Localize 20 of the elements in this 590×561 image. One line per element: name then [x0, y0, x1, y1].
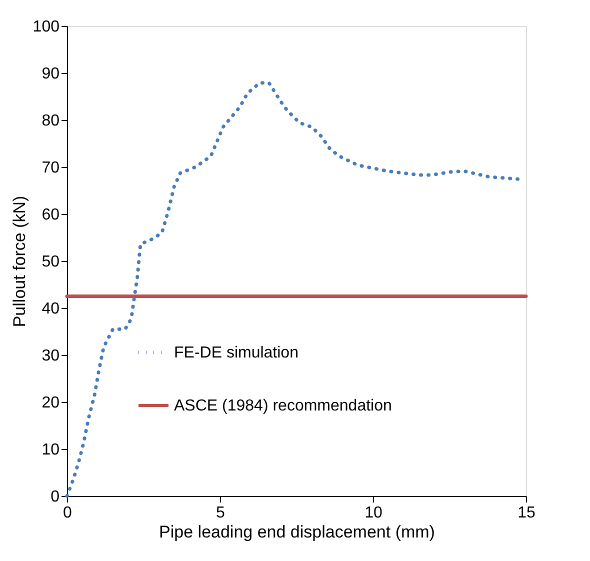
- legend-label: ASCE (1984) recommendation: [174, 398, 392, 414]
- y-tick-label: 30: [42, 348, 60, 364]
- x-tick-label: 15: [518, 504, 536, 522]
- x-axis-title: Pipe leading end displacement (mm): [159, 522, 435, 542]
- y-tick-label: 20: [42, 394, 60, 412]
- y-tick-label: 90: [42, 66, 60, 82]
- y-tick-label: 60: [42, 206, 60, 224]
- y-tick-label: 10: [42, 442, 60, 458]
- y-tick-label: 50: [42, 254, 60, 270]
- legend-label: FE-DE simulation: [174, 344, 298, 362]
- line-series: [65, 81, 522, 498]
- y-tick-label: 40: [42, 300, 60, 318]
- y-tick-label: 100: [32, 18, 60, 36]
- y-tick-label: 0: [50, 488, 60, 506]
- y-axis-title: Pullout force (kN): [10, 196, 29, 328]
- x-tick-label: 10: [364, 504, 382, 522]
- x-tick-label: 5: [216, 504, 226, 522]
- x-tick-label: 0: [63, 504, 72, 522]
- y-tick-label: 70: [42, 160, 60, 176]
- y-tick-label: 80: [42, 112, 60, 130]
